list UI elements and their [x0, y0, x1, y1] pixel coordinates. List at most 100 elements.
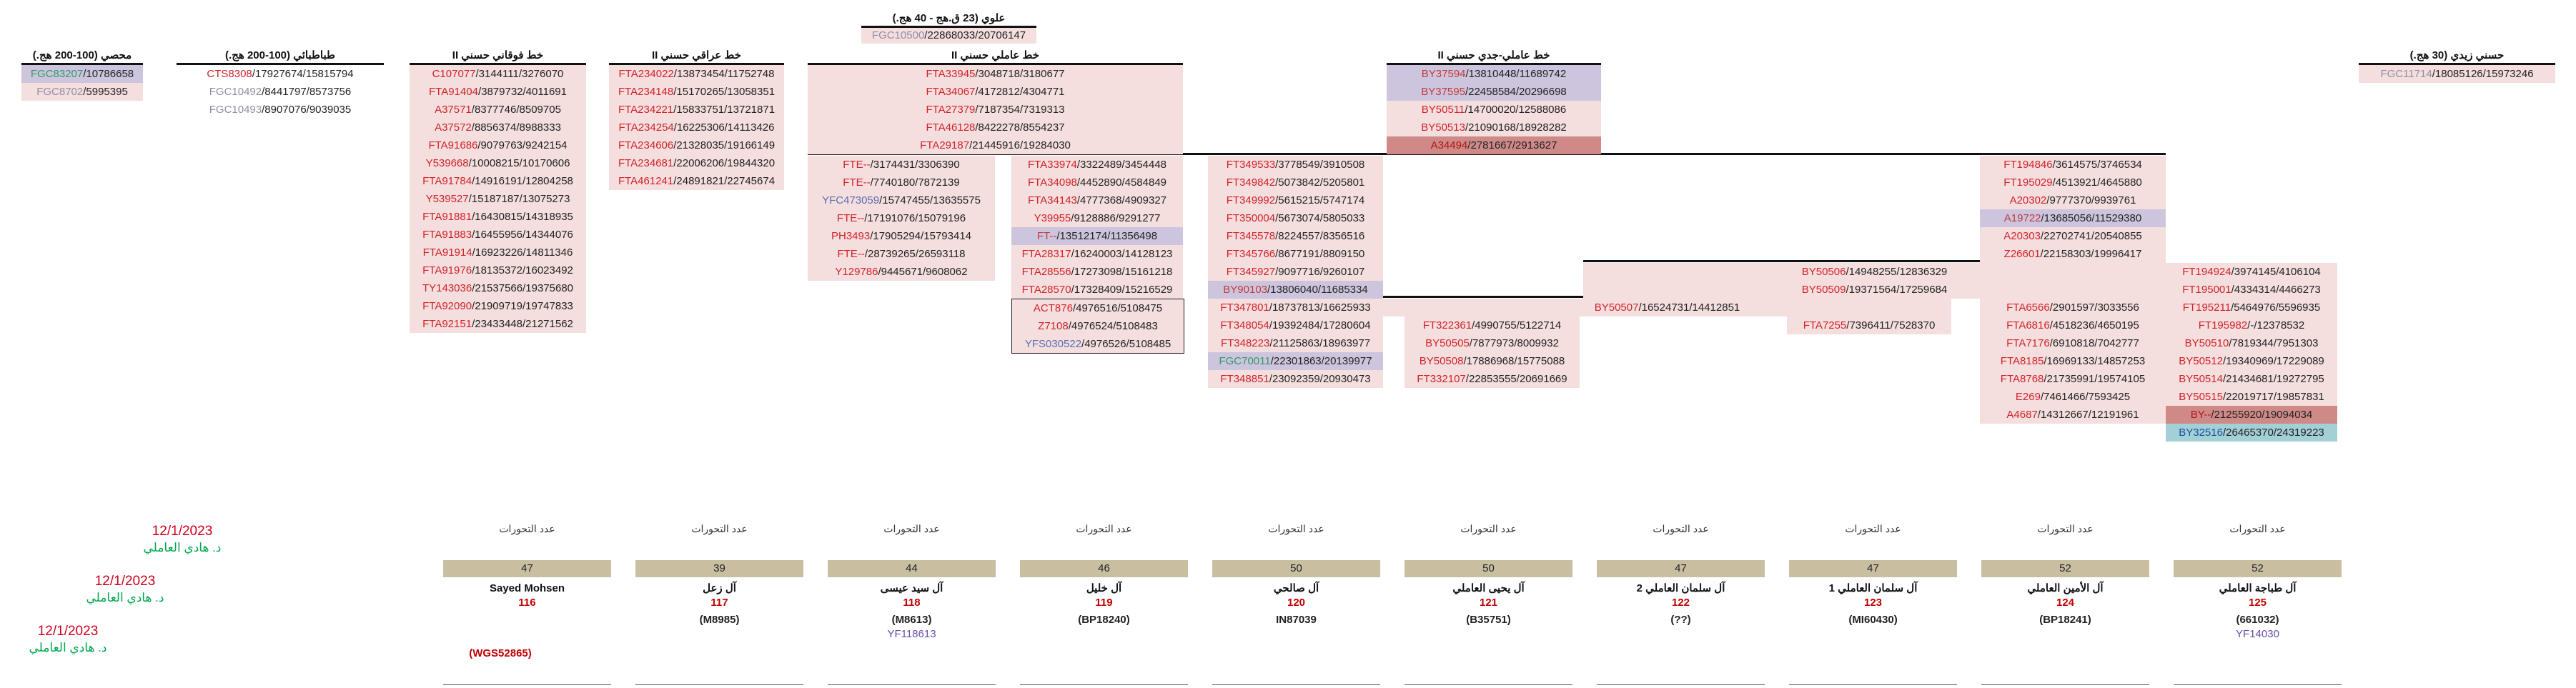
snp-positions: /16430815/14318935	[472, 211, 573, 223]
snp-name: BY--	[2190, 409, 2211, 421]
family-name: آل خليل	[1086, 582, 1122, 594]
snp-row: FTA27379/7187354/7319313	[808, 101, 1183, 119]
snp-name: A19722	[2003, 212, 2041, 224]
block-title: خط عاملي-جدي حسني II	[1387, 49, 1601, 65]
snp-positions: /15747455/13635575	[879, 194, 981, 206]
snp-positions: /9079763/9242154	[477, 139, 568, 151]
snp-positions: /7877973/8009932	[1469, 337, 1559, 349]
signature-date: 12/1/2023	[94, 574, 156, 589]
snp-positions: /7819344/7951303	[2229, 337, 2319, 349]
snp-row: FTA8768/21735991/19574105	[1980, 370, 2166, 388]
snp-name: CTS8308	[207, 68, 252, 80]
snp-name: YFS030522	[1024, 338, 1082, 350]
mutation-count: 47	[443, 560, 611, 577]
family-number: 121	[1479, 597, 1498, 609]
snp-row: A34494/2781667/2913627	[1387, 136, 1601, 154]
snp-name: FTA6816	[2006, 319, 2050, 331]
snp-positions: /19392484/17280604	[1269, 319, 1371, 331]
snp-row: FTA46128/8422278/8554237	[808, 119, 1183, 136]
snp-positions: /21255920/19094034	[2211, 409, 2313, 421]
snp-row: FTA92090/21909719/19747833	[410, 297, 586, 315]
column-bottom-line	[828, 684, 996, 685]
snp-row: FTA91404/3879732/4011691	[410, 83, 586, 101]
snp-row: FT348851/23092359/20930473	[1208, 370, 1383, 388]
haplogroup-id	[443, 613, 611, 627]
family-column: عدد التحورات 39 آل زعل 117 (M8985)	[635, 522, 803, 687]
snp-row: FGC10493/8907076/9039035	[177, 101, 384, 119]
block-muhassi: محصي (100-200 هج.) FGC83207/10786658 FGC87…	[21, 49, 143, 101]
haplogroup-id: (661032)	[2236, 614, 2279, 626]
mutation-count-label: عدد التحورات	[499, 523, 555, 534]
snp-positions: /3614575/3746534	[2052, 159, 2142, 171]
snp-row: FT347801/18737813/16625933	[1208, 299, 1383, 316]
snp-positions: /16524731/14412851	[1638, 301, 1740, 314]
column-bottom-line	[1789, 684, 1957, 685]
snp-positions: /19371564/17259684	[1846, 284, 1948, 296]
snp-positions: /22158303/19996417	[2040, 248, 2142, 260]
snp-name: BY50515	[2179, 391, 2223, 403]
family-number: 116	[518, 597, 536, 609]
snp-positions: /23092359/20930473	[1269, 373, 1371, 385]
family-column: عدد التحورات 52 آل الأمين العاملي 124 (BP182…	[1981, 522, 2149, 687]
snp-name: FGC10500	[871, 29, 925, 41]
snp-positions: /4777368/4909327	[1076, 194, 1167, 206]
family-name: آل سيد عيسى	[880, 582, 943, 594]
snp-positions: /8224557/8356516	[1275, 230, 1365, 242]
family-column: عدد التحورات 47 آل سلمان العاملي 1 123 (MI60…	[1789, 522, 1957, 687]
snp-name: BY50507	[1594, 301, 1639, 314]
snp-row: FTA234221/15833751/13721871	[609, 101, 784, 119]
snp-positions: /21537566/19375680	[472, 282, 574, 294]
snp-name: FT349842	[1226, 176, 1276, 189]
snp-row: FTA91883/16455956/14344076	[410, 226, 586, 244]
snp-name: TY143036	[422, 282, 472, 294]
sub-id	[443, 627, 611, 642]
snp-name: FTA46128	[926, 121, 976, 134]
snp-row: FTA7255/7396411/7528370	[1787, 316, 1951, 334]
snp-row: BY50511/14700020/12588086	[1387, 101, 1601, 119]
snp-positions: /21125863/18963977	[1269, 337, 1371, 349]
snp-positions: /21090168/18928282	[1465, 121, 1567, 134]
block-title: خط عاملي حسني II	[808, 49, 1183, 65]
snp-row: FT194846/3614575/3746534	[1980, 156, 2166, 174]
snp-positions: /5995395	[83, 86, 128, 98]
snp-name: BY37594	[1421, 68, 1466, 80]
snp-row: BY32516/26465370/24319223	[2166, 424, 2337, 442]
snp-row: FGC10492/8441797/8573756	[177, 83, 384, 101]
snp-name: FT348851	[1220, 373, 1269, 385]
family-column: عدد التحورات 47 آل سلمان العاملي 2 122 (??)	[1597, 522, 1765, 687]
snp-row: FT348054/19392484/17280604	[1208, 316, 1383, 334]
snp-positions: /4518236/4650195	[2049, 319, 2139, 331]
snp-name: FTA91404	[429, 86, 478, 98]
snp-positions: /22019717/19857831	[2222, 391, 2324, 403]
mutation-count: 50	[1405, 560, 1572, 577]
snp-positions: /9777370/9939761	[2046, 194, 2136, 206]
snp-name: FGC70011	[1219, 355, 1271, 367]
snp-row: FGC11714/18085126/15973246	[2359, 65, 2555, 83]
snp-name: FT--	[1036, 230, 1057, 242]
snp-row: FTA234148/15170265/13058351	[609, 83, 784, 101]
snp-row: FT348223/21125863/18963977	[1208, 334, 1383, 352]
snp-positions: /22006206/19844320	[673, 157, 776, 169]
snp-row: Y539527/15187187/13075273	[410, 190, 586, 208]
snp-positions: /21434681/19272795	[2222, 373, 2324, 385]
haplogroup-id: (??)	[1670, 614, 1691, 626]
snp-name: FTA6566	[2006, 301, 2050, 314]
snp-row: FTA6566/2901597/3033556	[1980, 299, 2166, 316]
snp-row: FT345927/9097716/9260107	[1208, 263, 1383, 281]
sub-id	[1789, 627, 1957, 642]
snp-positions: /3322489/3454448	[1076, 159, 1167, 171]
mutation-count-label: عدد التحورات	[1653, 523, 1709, 534]
snp-name: FTA28570	[1021, 284, 1071, 296]
snp-row: FTA91686/9079763/9242154	[410, 136, 586, 154]
snp-row: FTE--/7740180/7872139	[808, 174, 995, 191]
mutation-count-label: عدد التحورات	[1076, 523, 1132, 534]
snp-row: FGC83207/10786658	[21, 65, 143, 83]
snp-positions: /21445916/19284030	[969, 139, 1071, 151]
family-column: عدد التحورات 47 Sayed Mohsen 116	[443, 522, 611, 687]
mutation-count: 47	[1597, 560, 1765, 577]
snp-positions: /13685056/11529380	[2041, 212, 2142, 224]
snp-name: FT347801	[1220, 301, 1269, 314]
snp-positions: /16225306/14113426	[673, 121, 775, 134]
snp-name: FTE--	[837, 248, 865, 260]
snp-name: A37571	[435, 104, 472, 116]
